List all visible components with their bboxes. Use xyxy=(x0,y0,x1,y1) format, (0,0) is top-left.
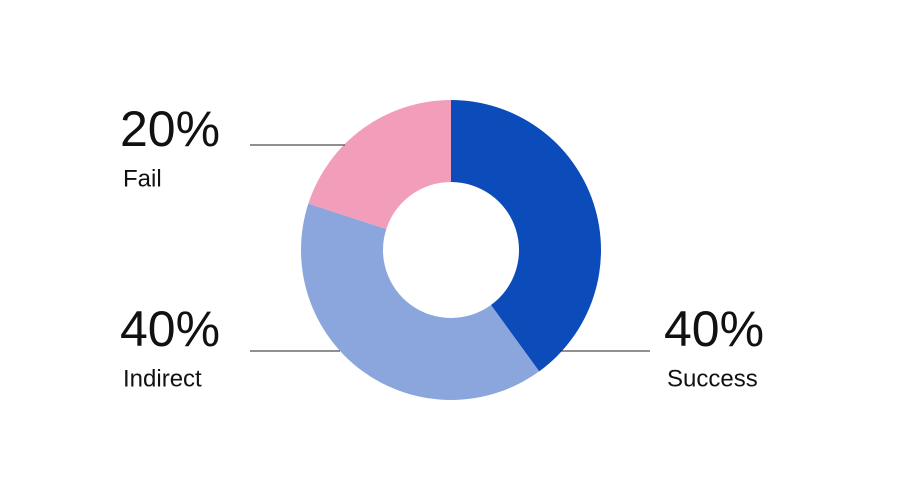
value-label: 40% xyxy=(120,301,220,357)
category-label: Fail xyxy=(123,165,162,192)
donut-slice xyxy=(451,100,601,372)
donut-slice xyxy=(308,100,451,229)
value-label: 20% xyxy=(120,101,220,157)
category-label: Success xyxy=(667,365,758,392)
category-label: Indirect xyxy=(123,365,202,392)
value-label: 40% xyxy=(664,301,764,357)
donut-slice xyxy=(301,203,540,401)
